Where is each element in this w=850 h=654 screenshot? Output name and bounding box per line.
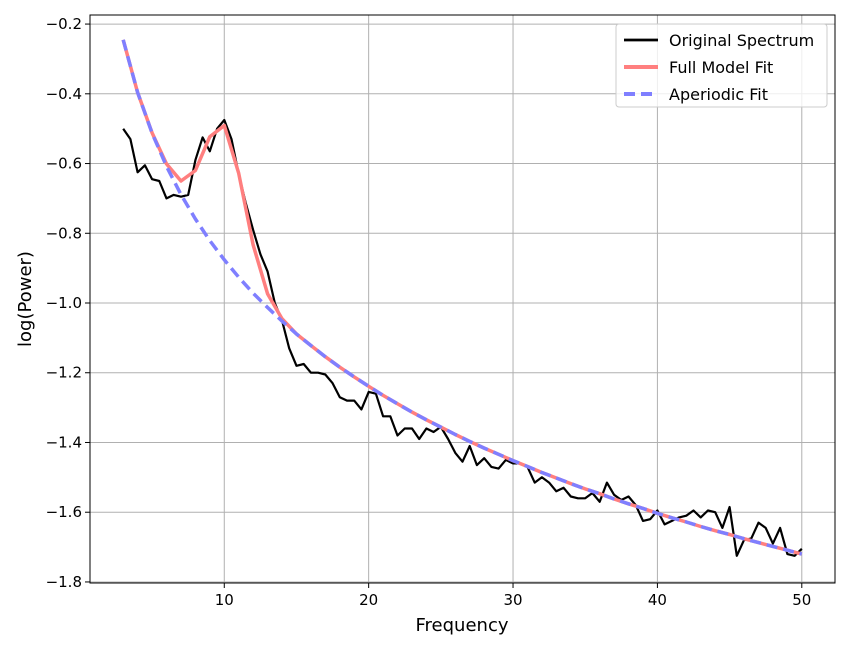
legend-label: Aperiodic Fit xyxy=(669,85,768,104)
y-tick-label: −1.4 xyxy=(46,433,82,451)
plot-lines xyxy=(121,39,803,557)
y-axis-label: log(Power) xyxy=(15,251,36,347)
x-tick-label: 40 xyxy=(648,591,667,609)
x-tick-label: 30 xyxy=(503,591,522,609)
y-tick-label: −0.6 xyxy=(46,155,82,173)
y-tick-label: −0.4 xyxy=(46,85,82,103)
y-tick-label: −0.8 xyxy=(46,224,82,242)
y-tick-label: −1.8 xyxy=(46,573,82,591)
x-tick-label: 10 xyxy=(215,591,234,609)
series-line-full-model-fit xyxy=(121,39,803,556)
y-tick-label: −1.0 xyxy=(46,294,82,312)
x-axis-label: Frequency xyxy=(416,615,509,636)
y-tick-label: −0.2 xyxy=(46,15,82,33)
y-tick-label: −1.2 xyxy=(46,364,82,382)
series-line-original-spectrum xyxy=(122,118,803,557)
legend-label: Full Model Fit xyxy=(669,58,773,77)
ticks: 10 20 30 40 50 −0.2 −0.4 −0.6 −0.8 −1.0 −1.2 −1.4 −1… xyxy=(46,15,812,609)
legend-box xyxy=(615,23,828,108)
plot-frame xyxy=(89,14,836,584)
legend: Original Spectrum Full Model Fit Aperiodic… xyxy=(615,23,828,108)
y-tick-label: −1.6 xyxy=(46,503,82,521)
series-line-aperiodic-fit xyxy=(121,39,803,556)
x-tick-label: 50 xyxy=(792,591,811,609)
legend-label: Original Spectrum xyxy=(669,31,814,50)
x-tick-label: 20 xyxy=(359,591,378,609)
